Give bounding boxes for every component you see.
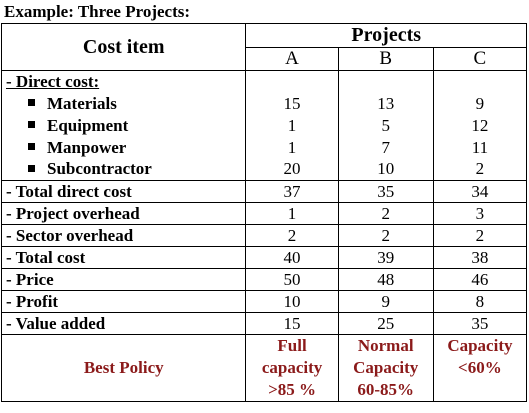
cell-value: 15 <box>245 92 339 115</box>
cell-value: 9 <box>432 92 528 115</box>
table-row: - Price 50 48 46 <box>0 268 528 291</box>
cell-value: 35 <box>432 312 528 335</box>
policy-cell-c: Capacity <60% <box>432 334 528 402</box>
cell-value: 1 <box>245 136 339 159</box>
cell-value: 1 <box>245 114 339 137</box>
row-label: Subcontractor <box>47 159 152 179</box>
row-label: Equipment <box>47 115 129 135</box>
cell-value: 2 <box>245 224 339 247</box>
policy-line: Capacity <box>353 358 419 377</box>
policy-cell-b: Normal Capacity 60-85% <box>337 334 434 402</box>
table-row: - Value added 15 25 35 <box>0 312 528 335</box>
cell-value: 2 <box>432 224 528 247</box>
table-row: - Total cost 40 39 38 <box>0 246 528 269</box>
cell-value: 1 <box>245 202 339 225</box>
row-label: - Total cost <box>0 246 247 269</box>
cell-value: 34 <box>432 180 528 203</box>
cell-value: 2 <box>337 224 434 247</box>
table-row: - Profit 10 9 8 <box>0 290 528 313</box>
bullet-icon <box>28 99 35 107</box>
cell-value: 5 <box>337 114 434 137</box>
cell-value: 9 <box>337 290 434 313</box>
bullet-icon <box>28 164 35 172</box>
row-label: - Value added <box>0 312 247 335</box>
project-c-header: C <box>432 46 528 71</box>
table-row: Equipment 1 5 12 <box>0 114 528 137</box>
row-label: - Sector overhead <box>0 224 247 247</box>
table-row: Manpower 1 7 11 <box>0 136 528 159</box>
cell-value: 10 <box>245 290 339 313</box>
cell-value: 11 <box>432 136 528 159</box>
row-label: Materials <box>47 93 117 113</box>
table-row: Subcontractor 20 10 2 <box>0 158 528 181</box>
cell-value: 13 <box>337 92 434 115</box>
project-a-header: A <box>245 46 339 71</box>
policy-line: capacity <box>261 358 323 377</box>
cell-value: 10 <box>337 158 434 181</box>
cell-value: 48 <box>337 268 434 291</box>
bullet-icon <box>28 121 35 129</box>
cell-value: 2 <box>337 202 434 225</box>
cell-value: 39 <box>337 246 434 269</box>
cell-value: 7 <box>337 136 434 159</box>
policy-line: Full <box>277 336 307 355</box>
row-label: - Project overhead <box>0 202 247 225</box>
cell-value: 15 <box>245 312 339 335</box>
cell-value: 2 <box>432 158 528 181</box>
best-policy-label: Best Policy <box>0 334 247 402</box>
table-row: - Sector overhead 2 2 2 <box>0 224 528 247</box>
table-row: Materials 15 13 9 <box>0 92 528 115</box>
best-policy-row: Best Policy Full capacity >85 % Normal C… <box>0 334 528 402</box>
table-row: - Total direct cost 37 35 34 <box>0 180 528 203</box>
page-title: Example: Three Projects: <box>4 2 191 21</box>
policy-cell-a: Full capacity >85 % <box>245 334 339 402</box>
cell-value: 37 <box>245 180 339 203</box>
cell-value: 46 <box>432 268 528 291</box>
cell-value: 50 <box>245 268 339 291</box>
policy-line: <60% <box>458 358 502 377</box>
row-label: - Direct cost: <box>0 70 247 93</box>
row-label: - Total direct cost <box>0 180 247 203</box>
policy-line: 60-85% <box>357 380 415 399</box>
cost-table: Cost item Projects A B C - Direct cost: … <box>0 23 528 402</box>
cell-value: 8 <box>432 290 528 313</box>
direct-cost-label: - Direct cost: <box>6 71 100 91</box>
cell-value: 35 <box>337 180 434 203</box>
cell-value: 25 <box>337 312 434 335</box>
cell-value: 12 <box>432 114 528 137</box>
cost-item-header: Cost item <box>0 23 247 71</box>
cell-value: 3 <box>432 202 528 225</box>
bullet-icon <box>28 143 35 151</box>
policy-line: Normal <box>357 336 414 355</box>
direct-cost-row: - Direct cost: <box>0 70 528 93</box>
policy-line: Capacity <box>447 336 513 355</box>
row-label: - Price <box>0 268 247 291</box>
table-row: - Project overhead 1 2 3 <box>0 202 528 225</box>
projects-header: Projects <box>245 23 527 48</box>
cell-value: 40 <box>245 246 339 269</box>
cell-value: 38 <box>432 246 528 269</box>
cell-value: 20 <box>245 158 339 181</box>
row-label: - Profit <box>0 290 247 313</box>
row-label: Manpower <box>47 137 127 157</box>
policy-line: >85 % <box>268 380 316 399</box>
project-b-header: B <box>337 46 434 71</box>
